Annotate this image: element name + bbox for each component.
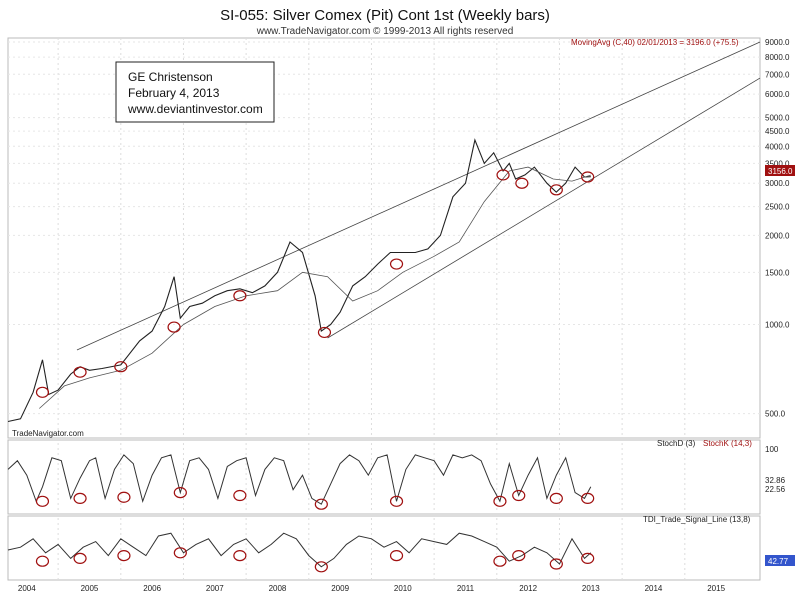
tdi-low-marker xyxy=(314,561,328,573)
price-low-marker xyxy=(496,169,510,181)
x-tick-label: 2014 xyxy=(645,584,663,593)
y-tick-label: 3000.0 xyxy=(765,179,790,188)
tdi-low-marker xyxy=(233,549,247,562)
stoch-low-marker xyxy=(493,495,507,507)
channel-upper-line xyxy=(76,41,761,351)
chart-copyright: www.TradeNavigator.com © 1999-2013 All r… xyxy=(256,26,514,37)
moving-average-label: MovingAvg (C,40) 02/01/2013 = 3196.0 (+7… xyxy=(571,38,739,47)
stoch-line xyxy=(7,454,592,505)
stoch-low-marker xyxy=(233,489,247,502)
stoch-low-marker xyxy=(117,491,131,503)
grid-lines xyxy=(8,38,760,580)
y-tick-label: 500.0 xyxy=(765,410,786,419)
tdi-low-marker xyxy=(549,558,563,570)
x-tick-label: 2005 xyxy=(81,584,99,593)
stoch-value-2: 22.56 xyxy=(765,485,786,494)
channel-lower-line xyxy=(327,77,761,339)
stoch-label-k: StochK (14,3) xyxy=(703,439,752,448)
last-price-box xyxy=(765,165,795,176)
annotation-date: February 4, 2013 xyxy=(128,86,220,100)
tdi-low-marker xyxy=(581,552,595,565)
y-tick-label: 5000.0 xyxy=(765,114,790,123)
y-tick-label: 7000.0 xyxy=(765,70,790,79)
x-tick-label: 2011 xyxy=(457,584,475,593)
y-tick-label: 1000.0 xyxy=(765,320,790,329)
tdi-low-marker xyxy=(35,555,50,567)
y-tick-label: 4500.0 xyxy=(765,127,790,136)
stoch-low-marker xyxy=(314,498,328,510)
price-low-marker xyxy=(389,258,404,270)
price-low-marker xyxy=(73,366,87,378)
trend-channel xyxy=(76,41,761,351)
annotation-box xyxy=(115,61,275,123)
y-tick-label: 1500.0 xyxy=(765,268,790,277)
low-markers xyxy=(35,169,595,573)
y-tick-label: 6000.0 xyxy=(765,90,790,99)
x-tick-label: 2009 xyxy=(331,584,349,593)
chart-title: SI-055: Silver Comex (Pit) Cont 1st (Wee… xyxy=(220,7,550,24)
moving-average-line xyxy=(39,166,591,409)
annotation-author: GE Christenson xyxy=(128,70,213,84)
stoch-low-marker xyxy=(512,489,526,502)
stoch-label-d: StochD (3) xyxy=(657,439,696,448)
stoch-low-marker xyxy=(35,495,50,507)
annotation-website: www.deviantinvestor.com xyxy=(127,102,263,116)
price-low-marker xyxy=(167,321,181,333)
stoch-panel-frame xyxy=(7,439,761,515)
y-tick-label: 3500.0 xyxy=(765,159,790,168)
stoch-low-marker xyxy=(581,492,595,504)
x-tick-label: 2004 xyxy=(18,584,36,593)
price-low-marker xyxy=(35,386,50,398)
moving-average-series xyxy=(39,166,591,409)
price-low-marker xyxy=(581,171,595,183)
y-tick-label: 2500.0 xyxy=(765,203,790,212)
y-tick-label: 8000.0 xyxy=(765,53,790,62)
last-price-value: 3156.0 xyxy=(768,167,793,176)
tdi-series xyxy=(7,532,592,568)
stochastic-series xyxy=(7,454,592,505)
x-tick-label: 2015 xyxy=(707,584,725,593)
x-tick-label: 2007 xyxy=(206,584,224,593)
price-low-marker xyxy=(549,184,563,196)
tdi-panel-frame xyxy=(7,515,761,581)
tdi-low-marker xyxy=(73,552,87,565)
x-axis-ticks: 2004 2005 2006 2007 2008 2009 2010 2011 2012 2013… xyxy=(18,584,726,593)
stoch-low-marker xyxy=(73,492,87,504)
tdi-low-marker xyxy=(389,549,404,562)
price-low-marker xyxy=(515,177,529,189)
x-tick-label: 2008 xyxy=(269,584,287,593)
tdi-low-marker xyxy=(117,549,131,562)
tdi-low-marker xyxy=(512,549,526,562)
y-axis-ticks: 9000.0 8000.0 7000.0 6000.0 5000.0 4500.0 4000… xyxy=(765,38,790,419)
price-low-marker xyxy=(114,361,128,373)
y-tick-label: 9000.0 xyxy=(765,38,790,47)
tdi-line xyxy=(7,532,592,568)
tdi-low-marker xyxy=(173,547,187,559)
x-tick-label: 2010 xyxy=(394,584,412,593)
price-panel-frame xyxy=(7,37,761,439)
tdi-value: 42.77 xyxy=(768,557,789,566)
x-tick-label: 2012 xyxy=(519,584,537,593)
x-tick-label: 2006 xyxy=(143,584,161,593)
tdi-label: TDI_Trade_Signal_Line (13,8) xyxy=(643,515,751,524)
price-low-marker xyxy=(317,326,332,339)
price-line xyxy=(7,138,591,423)
price-series xyxy=(7,138,591,423)
stoch-low-marker xyxy=(173,487,187,499)
tdi-low-marker xyxy=(493,555,507,567)
stoch-low-marker xyxy=(549,492,563,504)
x-tick-label: 2013 xyxy=(582,584,600,593)
y-tick-label: 4000.0 xyxy=(765,142,790,151)
watermark: TradeNavigator.com xyxy=(12,429,84,438)
stoch-low-marker xyxy=(389,495,404,507)
stoch-tick-100: 100 xyxy=(765,445,779,454)
tdi-value-box xyxy=(765,555,795,566)
y-tick-label: 2000.0 xyxy=(765,231,790,240)
stoch-value-1: 32.86 xyxy=(765,476,786,485)
price-low-marker xyxy=(233,290,247,302)
